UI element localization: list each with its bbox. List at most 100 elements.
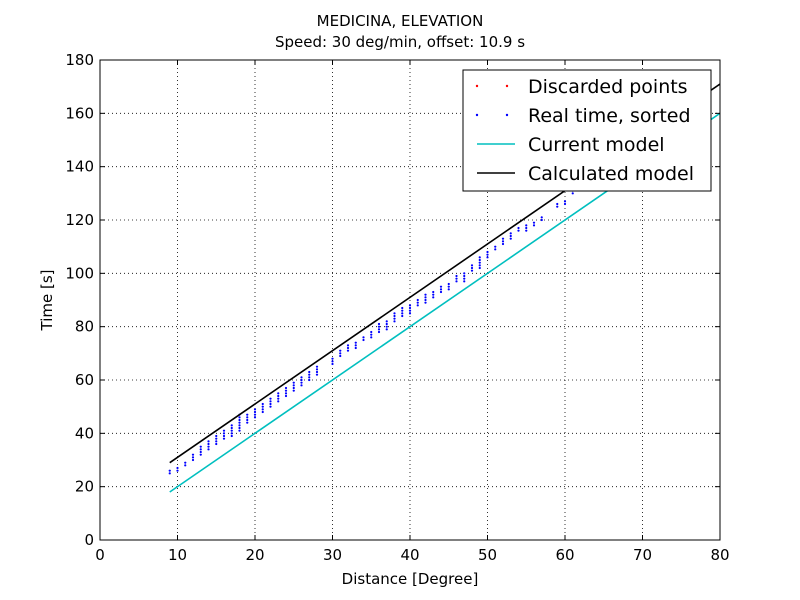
y-tick-label: 160: [65, 104, 94, 122]
data-point: [277, 400, 280, 403]
data-point: [346, 344, 350, 347]
data-point: [168, 472, 171, 475]
data-point: [470, 264, 474, 267]
data-point: [556, 202, 559, 206]
data-point: [292, 384, 295, 387]
data-point: [424, 293, 427, 296]
y-tick-label: 20: [75, 478, 94, 496]
data-point: [463, 277, 466, 280]
data-point: [230, 434, 233, 438]
data-point: [168, 469, 171, 472]
data-point: [478, 264, 481, 267]
data-point: [354, 344, 357, 347]
data-point: [439, 290, 443, 294]
data-point: [525, 226, 528, 230]
data-point: [207, 445, 210, 448]
data-point: [269, 400, 272, 403]
data-point: [501, 237, 505, 240]
data-point: [424, 301, 427, 304]
data-point: [331, 357, 334, 360]
data-point: [238, 416, 241, 419]
data-point: [362, 336, 365, 339]
data-point: [556, 205, 559, 208]
data-point: [222, 429, 226, 432]
x-tick-label: 20: [245, 546, 264, 564]
data-point: [416, 301, 419, 304]
data-point: [486, 250, 489, 254]
data-point: [199, 445, 202, 448]
x-tick-label: 60: [555, 546, 574, 564]
data-point: [463, 274, 466, 278]
y-tick-label: 80: [75, 318, 94, 336]
data-point: [253, 413, 257, 416]
data-point: [292, 381, 295, 384]
data-point: [517, 229, 520, 232]
y-tick-label: 40: [75, 424, 94, 442]
data-point: [478, 258, 481, 262]
data-point: [277, 397, 280, 400]
data-point: [362, 338, 365, 342]
ticks: 0 10 20 30 40 50 60 70 80 0 20 40 60 80 100 120 140 160 18…: [65, 51, 729, 564]
data-point: [509, 237, 512, 240]
data-point: [501, 240, 505, 243]
data-point: [238, 426, 241, 430]
data-point: [408, 304, 412, 307]
data-point: [207, 440, 210, 443]
x-axis-label: Distance [Degree]: [342, 570, 479, 588]
data-point: [377, 328, 381, 331]
data-point: [238, 429, 241, 432]
data-point: [439, 288, 443, 291]
data-point: [300, 376, 303, 379]
data-point: [416, 298, 419, 302]
data-point: [509, 234, 512, 238]
data-point: [346, 346, 350, 350]
data-point: [315, 365, 319, 368]
data-point: [385, 322, 388, 326]
data-point: [377, 330, 381, 334]
data-point: [346, 349, 350, 352]
data-point: [284, 392, 288, 395]
data-point: [532, 224, 536, 227]
data-point: [184, 461, 187, 464]
data-point: [277, 394, 280, 398]
data-point: [308, 376, 311, 379]
data-point: [455, 277, 458, 280]
y-tick-label: 60: [75, 371, 94, 389]
data-point: [253, 416, 257, 419]
data-point: [246, 413, 249, 416]
x-tick-label: 10: [168, 546, 187, 564]
data-point: [385, 320, 388, 323]
data-point: [470, 269, 474, 272]
data-point: [300, 378, 303, 382]
data-point: [532, 221, 536, 224]
data-point: [246, 416, 249, 419]
data-point: [393, 312, 396, 315]
data-point: [331, 360, 334, 363]
data-point: [432, 290, 435, 294]
legend-box: [462, 69, 712, 192]
data-point: [416, 304, 419, 307]
data-point: [563, 200, 567, 203]
data-point: [284, 394, 288, 398]
data-point: [401, 314, 404, 318]
data-point: [315, 368, 319, 371]
y-tick-label: 120: [65, 211, 94, 229]
legend-label: Current model: [528, 134, 665, 156]
data-point: [385, 328, 388, 331]
data-point: [261, 402, 264, 406]
data-point: [501, 242, 505, 246]
data-point: [517, 226, 520, 230]
legend: Discarded points Real time, sorted Current…: [462, 69, 712, 192]
y-tick-label: 0: [84, 531, 94, 549]
y-tick-label: 180: [65, 51, 94, 69]
data-point: [486, 253, 489, 256]
data-point: [339, 349, 342, 352]
data-point: [253, 410, 257, 414]
data-point: [377, 322, 381, 326]
data-point: [540, 216, 543, 219]
data-point: [377, 325, 381, 328]
data-point: [339, 352, 342, 355]
data-point: [222, 434, 226, 438]
data-point: [424, 298, 427, 302]
